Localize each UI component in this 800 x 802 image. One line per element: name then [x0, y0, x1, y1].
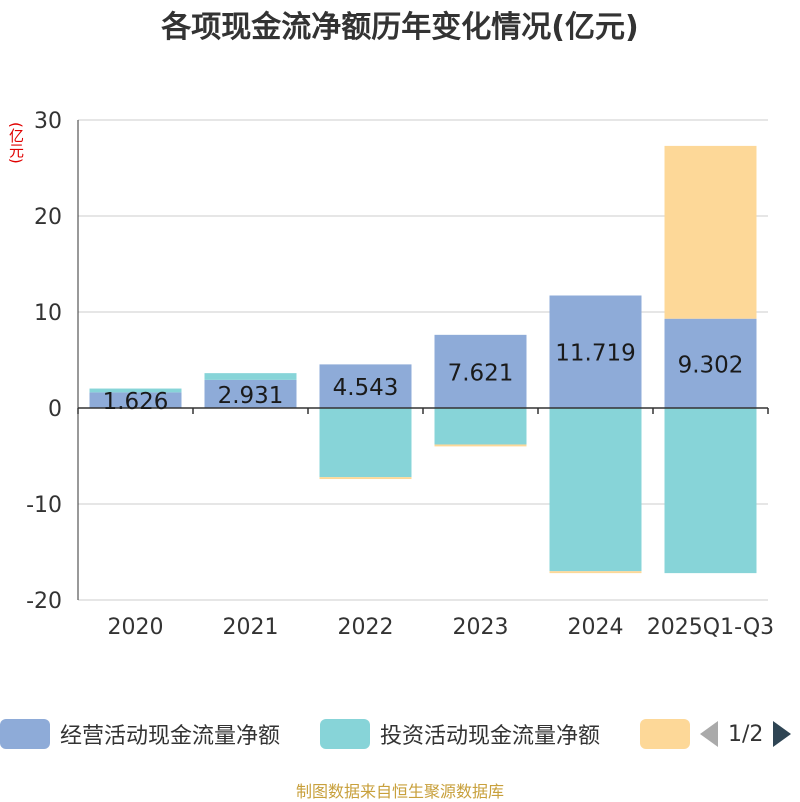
- bar-segment: [204, 379, 297, 408]
- bar-segment: [319, 364, 412, 408]
- x-tick-label: 2024: [568, 615, 624, 640]
- legend-item-operating[interactable]: 经营活动现金流量净额: [0, 716, 280, 752]
- bar-segment: [204, 373, 297, 380]
- bar-segment: [319, 408, 412, 478]
- bar-segment: [89, 392, 182, 408]
- y-tick-label: -20: [26, 589, 62, 614]
- y-tick-label: -10: [26, 493, 62, 518]
- legend-label-investing: 投资活动现金流量净额: [380, 724, 601, 749]
- legend-prev-page-icon[interactable]: [700, 721, 718, 747]
- legend-pager: 1/2: [700, 716, 792, 752]
- chart-plot: 30 20 10 0 -10 -20 2020 2021 2022 2023 2024 2025Q1-…: [26, 109, 774, 640]
- data-label: 9.302: [678, 352, 744, 378]
- data-label: 7.621: [448, 360, 514, 386]
- chart-title: 各项现金流净额历年变化情况(亿元): [161, 10, 639, 45]
- legend-page-indicator: 1/2: [728, 721, 764, 747]
- bar-segment: [434, 444, 527, 447]
- x-tick-label: 2022: [338, 615, 394, 640]
- data-label: 11.719: [555, 341, 635, 367]
- x-tick-label: 2020: [108, 615, 164, 640]
- data-label: 1.626: [103, 389, 169, 415]
- bar-segment: [549, 408, 642, 572]
- bar-segment: [549, 571, 642, 574]
- bar-segment: [664, 408, 757, 574]
- bar-segment: [664, 145, 757, 319]
- legend-swatch-investing: [320, 719, 370, 749]
- legend-swatch-financing: [640, 719, 690, 749]
- x-tick-label: 2023: [453, 615, 509, 640]
- data-label: 2.931: [218, 383, 284, 409]
- bar-segment: [89, 388, 182, 393]
- bar-segment: [549, 295, 642, 408]
- legend-item-financing[interactable]: [640, 716, 690, 752]
- y-tick-label: 20: [34, 205, 62, 230]
- legend-next-page-icon[interactable]: [773, 721, 792, 747]
- bar-segment: [319, 477, 412, 480]
- y-axis-unit-label: (亿元): [7, 122, 25, 164]
- legend: 经营活动现金流量净额 投资活动现金流量净额: [0, 716, 800, 754]
- legend-swatch-operating: [0, 719, 50, 749]
- y-tick-label: 10: [34, 301, 62, 326]
- y-tick-label: 0: [48, 397, 62, 422]
- data-label: 4.543: [333, 375, 399, 401]
- bar-segment: [434, 408, 527, 445]
- source-footer: 制图数据来自恒生聚源数据库: [295, 782, 504, 801]
- legend-item-investing[interactable]: 投资活动现金流量净额: [320, 716, 600, 752]
- x-tick-label: 2021: [223, 615, 279, 640]
- legend-label-operating: 经营活动现金流量净额: [60, 724, 281, 749]
- bar-segment: [434, 334, 527, 408]
- bar-segment: [664, 318, 757, 408]
- y-tick-label: 30: [34, 109, 62, 134]
- x-tick-label: 2025Q1-Q3: [647, 615, 774, 640]
